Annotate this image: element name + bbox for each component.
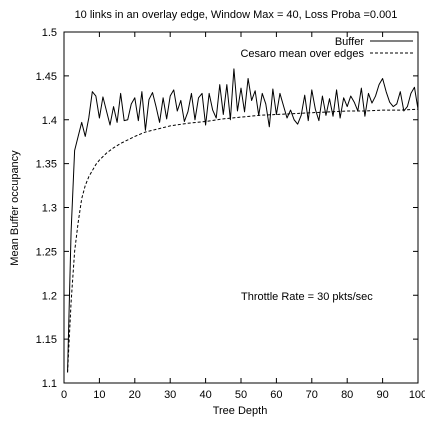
y-tick-label: 1.45 — [36, 71, 57, 83]
series-line-cesaro-mean — [67, 108, 419, 373]
y-tick-label: 1.25 — [36, 246, 57, 258]
y-tick-label: 1.15 — [36, 334, 57, 346]
x-tick-label: 80 — [341, 389, 353, 401]
x-tick-label: 70 — [306, 389, 318, 401]
y-tick-label: 1.5 — [42, 27, 57, 39]
y-tick-label: 1.1 — [42, 378, 57, 390]
x-tick-label: 30 — [164, 389, 176, 401]
axis-ticks: 0 10 20 30 40 50 60 70 80 90 100 1.1 1.15 1.2 1.25 1.3 1… — [36, 27, 425, 401]
x-tick-label: 50 — [235, 389, 247, 401]
series-line-buffer — [67, 68, 419, 373]
chart-title: 10 links in an overlay edge, Window Max … — [75, 9, 398, 21]
x-tick-label: 10 — [93, 389, 105, 401]
x-tick-label: 20 — [129, 389, 141, 401]
x-tick-label: 100 — [409, 389, 425, 401]
y-tick-label: 1.35 — [36, 159, 57, 171]
x-tick-label: 0 — [61, 389, 67, 401]
throttle-rate-annotation: Throttle Rate = 30 pkts/sec — [241, 291, 373, 303]
y-tick-label: 1.3 — [42, 203, 57, 215]
y-axis-label: Mean Buffer occupancy — [9, 150, 21, 266]
x-axis-label: Tree Depth — [213, 405, 268, 417]
legend: Buffer Cesaro mean over edges — [240, 36, 413, 60]
x-tick-label: 40 — [199, 389, 211, 401]
legend-label-buffer: Buffer — [335, 36, 364, 48]
legend-label-cesaro: Cesaro mean over edges — [240, 48, 364, 60]
y-tick-label: 1.2 — [42, 290, 57, 302]
series-layer — [67, 68, 419, 373]
x-tick-label: 90 — [376, 389, 388, 401]
y-tick-label: 1.4 — [42, 115, 57, 127]
plot-frame — [63, 31, 419, 384]
x-tick-label: 60 — [270, 389, 282, 401]
